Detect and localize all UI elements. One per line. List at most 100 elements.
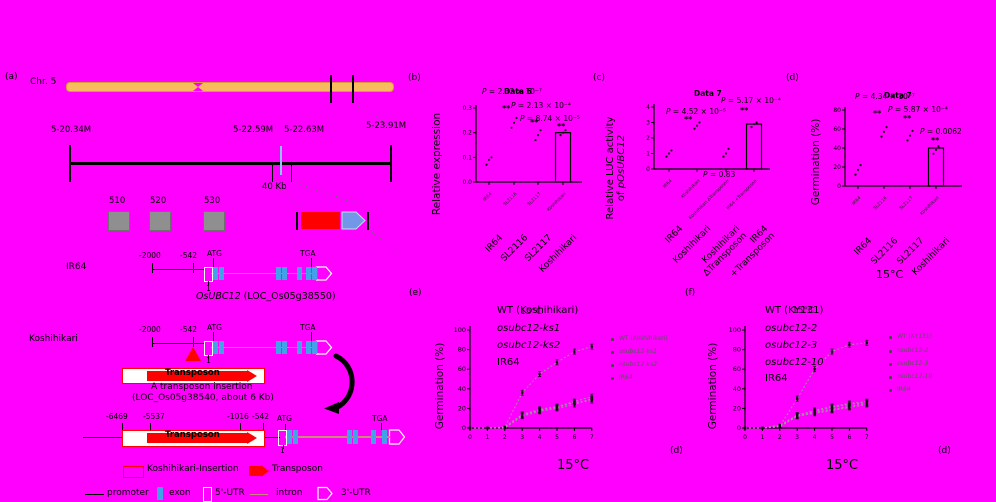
region-marker-line xyxy=(352,75,354,103)
atg-label: ATG xyxy=(207,249,222,258)
data-point xyxy=(813,409,816,412)
overlay-artifact-text: Data 6 xyxy=(504,87,532,96)
coord-label: -542 xyxy=(252,412,270,421)
y-tick-label: 0 xyxy=(837,183,841,190)
legend-5utr-label: 5'-UTR xyxy=(215,488,245,498)
tga-tick xyxy=(311,332,312,341)
gene-box xyxy=(203,211,225,231)
insertion-caption-1: A transposon insertion xyxy=(151,382,253,392)
y-tick-label: 80 xyxy=(733,346,741,354)
exon-box xyxy=(293,430,298,444)
legend-insertion-swatch xyxy=(123,466,144,478)
x-tick-label-small: SL2117 xyxy=(526,191,542,207)
legend-marker-icon xyxy=(889,363,892,366)
utr3-arrow-icon xyxy=(315,340,333,355)
position-label: 5-22.63M xyxy=(284,125,325,135)
data-point xyxy=(503,426,506,430)
data-point xyxy=(490,156,493,159)
transposon-label: Transposon xyxy=(165,430,220,440)
legend-promoter-swatch xyxy=(85,493,104,495)
data-point xyxy=(911,129,914,132)
legend-small-item: IR64 xyxy=(897,386,911,393)
legend-item: WT (KY131) xyxy=(765,305,824,316)
y-tick-label: 40 xyxy=(733,385,741,393)
x-category-label: IR64 xyxy=(664,224,686,246)
legend-marker-icon xyxy=(611,364,614,367)
intron-line xyxy=(211,273,317,275)
data-point xyxy=(934,148,938,151)
temperature-overlay: 15°C xyxy=(520,307,543,317)
coord-label: -542 xyxy=(180,325,198,334)
legend-marker-icon xyxy=(889,336,892,339)
series-line xyxy=(745,404,867,429)
intron-line xyxy=(211,347,317,349)
significance-marker: ** xyxy=(740,106,749,115)
legend-small-item: osubc12-ks1 xyxy=(619,348,657,355)
significance-marker: ** xyxy=(530,118,539,127)
data-point xyxy=(512,121,516,124)
data-point xyxy=(468,426,472,430)
series-line xyxy=(470,398,592,429)
exon-box xyxy=(282,341,287,354)
x-tick-label: 5 xyxy=(830,434,834,441)
insertion-caption-2: (LOC_Os05g38540, about 6 Kb) xyxy=(132,393,274,403)
x-tick-label-small: SL2116 xyxy=(502,191,518,207)
y-tick-label: 80 xyxy=(833,107,841,114)
data-point xyxy=(830,409,834,412)
data-point xyxy=(813,412,816,415)
data-point xyxy=(865,400,868,403)
utr3-arrow-icon xyxy=(388,429,406,445)
insertion-triangle-icon xyxy=(185,347,201,361)
data-point xyxy=(908,134,912,137)
p-value: P = 8.74 × 10⁻⁵ xyxy=(520,114,580,123)
y-tick-label: 0.3 xyxy=(462,105,472,112)
data-point xyxy=(534,138,537,142)
legend-item: osubc12-3 xyxy=(765,340,818,351)
coord-label: -2000 xyxy=(139,325,161,334)
p-value: P = 0.0062 xyxy=(920,127,962,136)
temperature-label: 15°C xyxy=(557,458,590,473)
legend-transposon-swatch xyxy=(249,466,261,476)
y-tick-label: 2 xyxy=(646,135,650,142)
legend-item: osubc12-ks1 xyxy=(497,323,561,334)
data-point xyxy=(932,152,935,155)
data-point xyxy=(848,343,851,346)
y-tick-label: 1 xyxy=(646,151,650,158)
data-point xyxy=(813,368,816,371)
data-point xyxy=(830,350,834,353)
promoter-tick xyxy=(152,263,153,273)
transposon-arrowhead-icon xyxy=(247,431,257,444)
data-point xyxy=(848,402,851,405)
centromere-notch xyxy=(193,83,203,87)
coord-label: -2000 xyxy=(139,251,161,260)
transposon-region-box xyxy=(301,212,340,229)
data-point xyxy=(536,134,540,137)
legend-small-item: IR64 xyxy=(619,374,633,381)
temperature-label: 15°C xyxy=(826,458,859,473)
x-category-label: SL2116 xyxy=(869,236,900,267)
x-tick-label: 1 xyxy=(760,434,764,441)
x-tick-label: 0 xyxy=(468,434,472,441)
position-label: 5-22.59M xyxy=(233,125,274,135)
panel-e-ylabel: Germination (%) xyxy=(434,342,446,430)
panel-e-plot: 0 20 40 60 80 100 0 1 2 3 4 5 6 7 xyxy=(454,326,594,441)
y-tick-label: 60 xyxy=(458,365,466,373)
curved-arrow-icon xyxy=(333,353,355,411)
intron-line xyxy=(285,436,390,438)
panel-f-tag: (f) xyxy=(685,288,696,298)
data-point xyxy=(755,121,758,124)
gene-view-tick xyxy=(296,212,298,230)
data-point xyxy=(854,173,857,176)
utr3-arrow-icon xyxy=(317,486,333,501)
significance-marker: ** xyxy=(873,109,882,118)
y-tick-label: 20 xyxy=(733,404,741,412)
data-point xyxy=(865,341,868,344)
data-point xyxy=(906,139,909,142)
exon-box xyxy=(297,267,302,280)
dotted-connector xyxy=(368,229,398,253)
significance-marker: ** xyxy=(903,114,912,123)
y-tick-label: 0.2 xyxy=(462,130,472,137)
data-point xyxy=(796,397,799,400)
data-point xyxy=(865,403,868,406)
dotted-connector xyxy=(292,181,365,207)
